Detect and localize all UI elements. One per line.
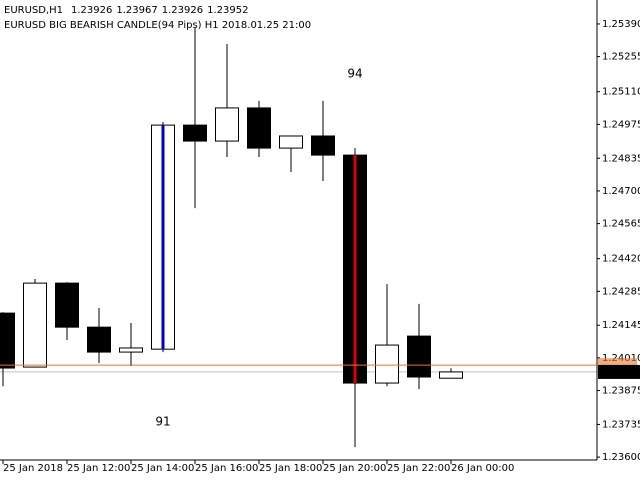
y-tick-label: 1.24145 <box>602 320 640 331</box>
symbol: EURUSD,H1 <box>4 5 63 16</box>
y-tick-label: 1.23600 <box>602 452 640 463</box>
candle-body <box>247 107 271 149</box>
x-tick-label: 25 Jan 14:00 <box>131 463 194 474</box>
candle-body <box>0 312 15 369</box>
candle-body <box>375 344 399 384</box>
x-tick-label: 26 Jan 00:00 <box>451 463 514 474</box>
candle-body <box>279 135 303 149</box>
header-high: 1.23967 <box>116 5 157 16</box>
x-tick-label: 25 Jan 16:00 <box>195 463 258 474</box>
y-tick-label: 1.24565 <box>602 219 640 230</box>
candle-body <box>87 326 111 353</box>
bid-label: 1.23952 <box>602 367 640 378</box>
candle-body <box>119 347 143 353</box>
annotation: 91 <box>155 415 170 429</box>
y-tick-label: 1.25390 <box>602 19 640 30</box>
candle-body <box>183 124 207 142</box>
x-tick-label: 25 Jan 2018 <box>3 463 63 474</box>
annotation: 94 <box>347 67 362 81</box>
y-tick-label: 1.23875 <box>602 386 640 397</box>
y-tick-label: 1.23735 <box>602 419 640 430</box>
plot-area <box>0 28 597 448</box>
candle-body <box>439 371 463 379</box>
candle-body <box>311 135 335 156</box>
header-open: 1.23926 <box>71 5 112 16</box>
bid-box <box>598 364 640 379</box>
y-tick-label: 1.24285 <box>602 286 640 297</box>
y-tick-label: 1.24700 <box>602 186 640 197</box>
x-tick-label: 25 Jan 22:00 <box>387 463 450 474</box>
y-tick-label: 1.25255 <box>602 52 640 63</box>
candle-body <box>55 282 79 328</box>
y-tick-label: 1.24835 <box>602 153 640 164</box>
y-tick-label: 1.24420 <box>602 254 640 265</box>
chart-subtitle: EURUSD BIG BEARISH CANDLE(94 Pips) H1 20… <box>4 20 311 31</box>
x-tick-label: 25 Jan 12:00 <box>67 463 130 474</box>
x-tick-label: 25 Jan 20:00 <box>323 463 386 474</box>
candle-body <box>407 335 431 378</box>
candle-body <box>215 107 239 142</box>
x-tick-label: 25 Jan 18:00 <box>259 463 322 474</box>
candle-body <box>23 282 47 368</box>
header-close: 1.23952 <box>207 5 248 16</box>
header-low: 1.23926 <box>162 5 203 16</box>
chart-header: EURUSD,H1 1.23926 1.23967 1.23926 1.23952 <box>4 5 248 16</box>
y-tick-label: 1.25110 <box>602 87 640 98</box>
y-tick-label: 1.24975 <box>602 119 640 130</box>
